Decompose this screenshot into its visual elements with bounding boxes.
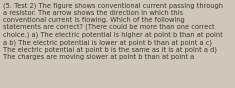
Text: (5. Test 2) The figure shows conventional current passing through
a resistor. Th: (5. Test 2) The figure shows conventiona… [3,2,223,60]
